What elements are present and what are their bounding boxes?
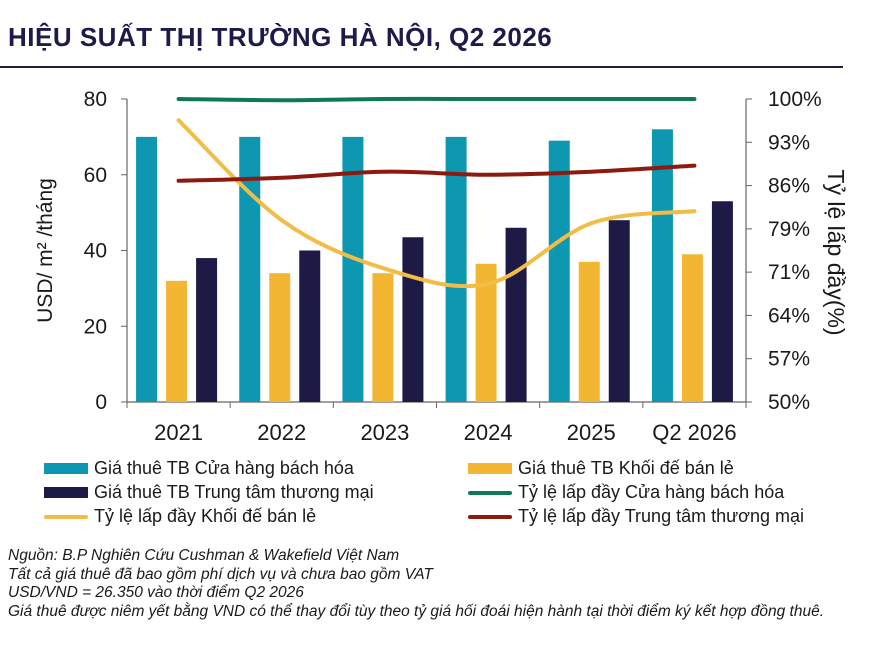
y-tick-label-left: 40	[84, 240, 107, 263]
y-axis-title-left: USD/ m² /tháng	[34, 178, 57, 323]
x-tick-label: 2024	[464, 420, 513, 445]
bar	[299, 250, 321, 402]
title-divider	[0, 66, 843, 68]
bar	[475, 263, 497, 402]
y-axis-title-right: Tỷ lệ lấp đầy(%)	[823, 169, 849, 335]
source-note: USD/VND = 26.350 vào thời điểm Q2 2026	[8, 584, 304, 601]
bar	[505, 227, 527, 402]
source-notes: Nguồn: B.P Nghiên Cứu Cushman & Wakefiel…	[8, 547, 888, 621]
y-tick-label-right: 93%	[768, 131, 810, 154]
bar	[342, 136, 364, 402]
bar	[445, 136, 467, 402]
x-tick-label: 2022	[257, 420, 306, 445]
y-tick-label-right: 64%	[768, 304, 810, 327]
y-tick-label-left: 60	[84, 164, 107, 187]
y-tick-label-right: 100%	[768, 88, 822, 111]
bar	[239, 136, 261, 402]
x-tick-label: 2021	[154, 420, 203, 445]
y-tick-label-left: 20	[84, 315, 107, 338]
y-tick-label-right: 50%	[768, 391, 810, 414]
source-note: Tất cả giá thuê đã bao gồm phí dịch vụ v…	[8, 565, 433, 583]
source-note: Nguồn: B.P Nghiên Cứu Cushman & Wakefiel…	[8, 547, 400, 564]
x-tick-label: 2025	[567, 420, 616, 445]
bar	[608, 220, 630, 402]
bar	[269, 273, 291, 402]
series-line	[176, 163, 697, 183]
bar	[548, 140, 570, 402]
bar	[372, 273, 394, 402]
bar	[166, 280, 188, 402]
series-line	[176, 96, 697, 103]
y-tick-label-left: 0	[95, 391, 107, 414]
y-tick-label-right: 71%	[768, 261, 810, 284]
x-tick-label: Q2 2026	[652, 420, 736, 445]
bar	[402, 237, 424, 402]
y-tick-label-right: 57%	[768, 348, 810, 371]
bar	[136, 136, 158, 402]
y-tick-label-left: 80	[84, 88, 107, 111]
y-tick-label-right: 79%	[768, 218, 810, 241]
source-note: Giá thuê được niêm yết bằng VND có thể t…	[8, 602, 825, 620]
chart-title: HIỆU SUẤT THỊ TRƯỜNG HÀ NỘI, Q2 2026	[8, 22, 553, 52]
bar	[196, 258, 218, 402]
y-tick-label-right: 86%	[768, 175, 810, 198]
bar	[711, 201, 733, 402]
bar	[651, 129, 673, 403]
bar	[578, 261, 600, 402]
x-tick-label: 2023	[360, 420, 409, 445]
bar	[681, 254, 703, 402]
series-line	[176, 118, 697, 289]
